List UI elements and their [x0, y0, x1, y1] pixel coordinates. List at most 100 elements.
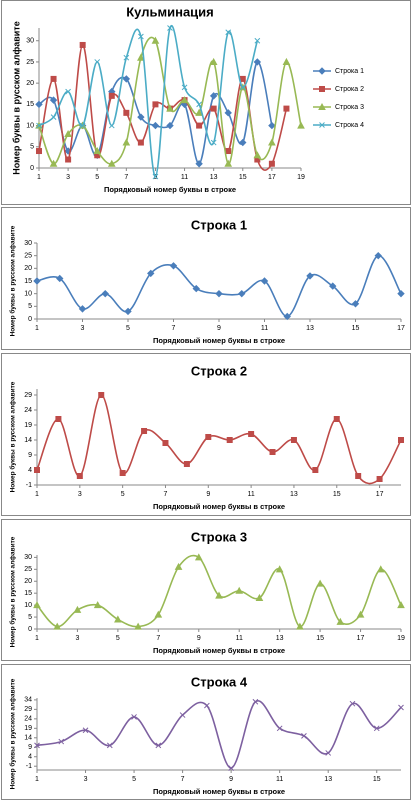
legend-marker: [319, 86, 325, 92]
x-tick-label: 15: [333, 491, 341, 498]
marker: [34, 467, 40, 473]
marker: [151, 121, 160, 130]
x-tick-label: 19: [297, 174, 305, 181]
marker: [356, 610, 365, 618]
marker: [50, 75, 57, 82]
marker: [301, 733, 307, 739]
marker: [215, 289, 223, 298]
x-tick-label: 15: [352, 325, 360, 332]
marker: [268, 138, 276, 146]
marker: [78, 305, 87, 313]
marker: [65, 156, 72, 163]
marker: [239, 138, 247, 147]
y-tick-label: 20: [26, 80, 34, 87]
marker: [268, 160, 275, 167]
x-tick-label: 3: [66, 174, 70, 181]
marker: [283, 105, 290, 112]
chart-title: Кульминация: [126, 4, 214, 19]
y-tick-label: 25: [24, 253, 32, 260]
marker: [134, 622, 142, 630]
chart-panel: Кульминация Номер буквы в русском алфавит…: [1, 0, 411, 205]
marker: [152, 101, 159, 108]
marker: [155, 742, 162, 749]
panel-border: [1, 519, 411, 661]
y-tick-label: 29: [24, 392, 32, 399]
marker: [282, 57, 291, 65]
marker: [225, 29, 232, 36]
x-tick-label: 7: [172, 325, 176, 332]
y-tick-label: 25: [24, 566, 32, 573]
x-tick-label: 9: [197, 635, 201, 642]
marker: [166, 121, 174, 130]
chart-title: Строка 2: [191, 363, 247, 378]
marker: [398, 437, 404, 443]
marker: [374, 251, 382, 260]
marker: [238, 289, 246, 298]
chart-panel: Строка 3 Номер буквы в русском алфавите По…: [1, 519, 411, 661]
x-tick-label: 3: [75, 635, 79, 642]
y-tick-label: 10: [24, 291, 32, 298]
panel-border: [1, 207, 411, 350]
chart-panel: Строка 4 Номер буквы в русском алфавите По…: [1, 664, 411, 800]
legend-label: Строка 4: [335, 122, 364, 129]
marker: [195, 108, 203, 116]
marker: [152, 173, 159, 180]
y-tick-label: 10: [24, 602, 32, 609]
marker: [224, 159, 233, 167]
x-tick-label: 5: [121, 491, 125, 498]
marker: [312, 467, 319, 473]
x-tick-label: 17: [357, 635, 365, 642]
x-tick-label: 7: [156, 635, 160, 642]
legend-label: Строка 3: [335, 104, 364, 111]
y-tick-label: 14: [24, 437, 32, 444]
marker: [141, 428, 148, 434]
marker: [194, 553, 203, 561]
marker: [397, 289, 405, 298]
marker: [228, 765, 234, 771]
y-tick-label: 20: [24, 578, 32, 585]
marker: [239, 75, 246, 82]
chart-panel: Строка 2 Номер буквы в русском алфавите По…: [1, 353, 411, 516]
marker: [33, 601, 41, 609]
marker: [79, 122, 86, 129]
marker: [147, 269, 155, 278]
marker: [306, 272, 314, 280]
marker: [268, 121, 276, 130]
x-tick-label: 13: [290, 491, 298, 498]
marker: [253, 151, 262, 159]
marker: [122, 75, 131, 83]
marker: [93, 146, 102, 155]
marker: [181, 84, 188, 91]
x-tick-label: 7: [124, 174, 128, 181]
y-tick-label: 20: [24, 265, 32, 272]
marker: [107, 159, 116, 167]
y-tick-label: 19: [24, 422, 32, 429]
marker: [36, 148, 42, 155]
marker: [333, 416, 340, 422]
chart-title: Строка 4: [191, 674, 248, 689]
legend-label: Строка 1: [335, 68, 364, 75]
y-tick-label: 9: [28, 744, 32, 751]
marker: [254, 37, 261, 44]
marker: [151, 36, 160, 44]
x-tick-label: 11: [261, 325, 268, 332]
legend-marker: [318, 67, 326, 75]
marker: [253, 58, 262, 66]
y-tick-label: 24: [24, 407, 32, 414]
y-tick-label: 24: [24, 716, 32, 723]
marker: [50, 114, 57, 120]
marker: [79, 41, 86, 48]
panel-border: [1, 0, 411, 205]
marker: [349, 700, 356, 707]
marker: [215, 591, 223, 599]
marker: [137, 53, 145, 61]
x-tick-label: 13: [306, 325, 314, 332]
marker: [94, 59, 101, 65]
marker: [154, 610, 163, 618]
marker: [114, 615, 122, 623]
y-tick-label: 4: [28, 467, 32, 474]
marker: [180, 96, 189, 104]
x-tick-label: 13: [210, 174, 218, 181]
marker: [397, 601, 405, 609]
